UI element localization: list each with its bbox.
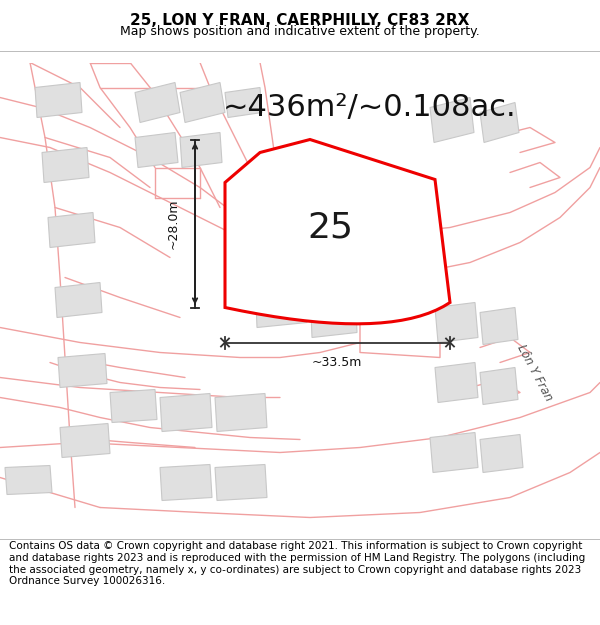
Polygon shape [35, 82, 82, 118]
Polygon shape [225, 88, 262, 118]
Polygon shape [430, 98, 474, 142]
Polygon shape [48, 213, 95, 248]
Polygon shape [160, 394, 212, 431]
Polygon shape [255, 272, 307, 328]
Polygon shape [310, 282, 357, 338]
Polygon shape [58, 354, 107, 388]
Polygon shape [480, 434, 523, 472]
Polygon shape [310, 202, 358, 258]
Polygon shape [480, 102, 519, 142]
Polygon shape [215, 394, 267, 431]
Polygon shape [480, 368, 518, 404]
Polygon shape [435, 302, 478, 343]
Text: Contains OS data © Crown copyright and database right 2021. This information is : Contains OS data © Crown copyright and d… [9, 541, 585, 586]
Polygon shape [255, 182, 308, 238]
Text: 25: 25 [307, 211, 353, 244]
Text: Map shows position and indicative extent of the property.: Map shows position and indicative extent… [120, 26, 480, 39]
Polygon shape [5, 466, 52, 494]
Polygon shape [180, 82, 225, 122]
Polygon shape [42, 148, 89, 182]
Polygon shape [160, 464, 212, 501]
Polygon shape [55, 282, 102, 318]
Polygon shape [110, 389, 157, 422]
Text: ~28.0m: ~28.0m [167, 198, 179, 249]
Polygon shape [435, 362, 478, 403]
Polygon shape [60, 424, 110, 458]
Polygon shape [180, 132, 222, 168]
Polygon shape [215, 464, 267, 501]
PathPatch shape [225, 139, 450, 324]
Text: ~33.5m: ~33.5m [312, 356, 362, 369]
Text: ~436m²/~0.108ac.: ~436m²/~0.108ac. [223, 93, 517, 122]
Polygon shape [480, 308, 518, 344]
Polygon shape [430, 432, 478, 472]
Polygon shape [135, 82, 180, 122]
Text: Lôn Y Fran: Lôn Y Fran [515, 342, 556, 403]
Text: 25, LON Y FRAN, CAERPHILLY, CF83 2RX: 25, LON Y FRAN, CAERPHILLY, CF83 2RX [130, 12, 470, 28]
Polygon shape [135, 132, 178, 168]
